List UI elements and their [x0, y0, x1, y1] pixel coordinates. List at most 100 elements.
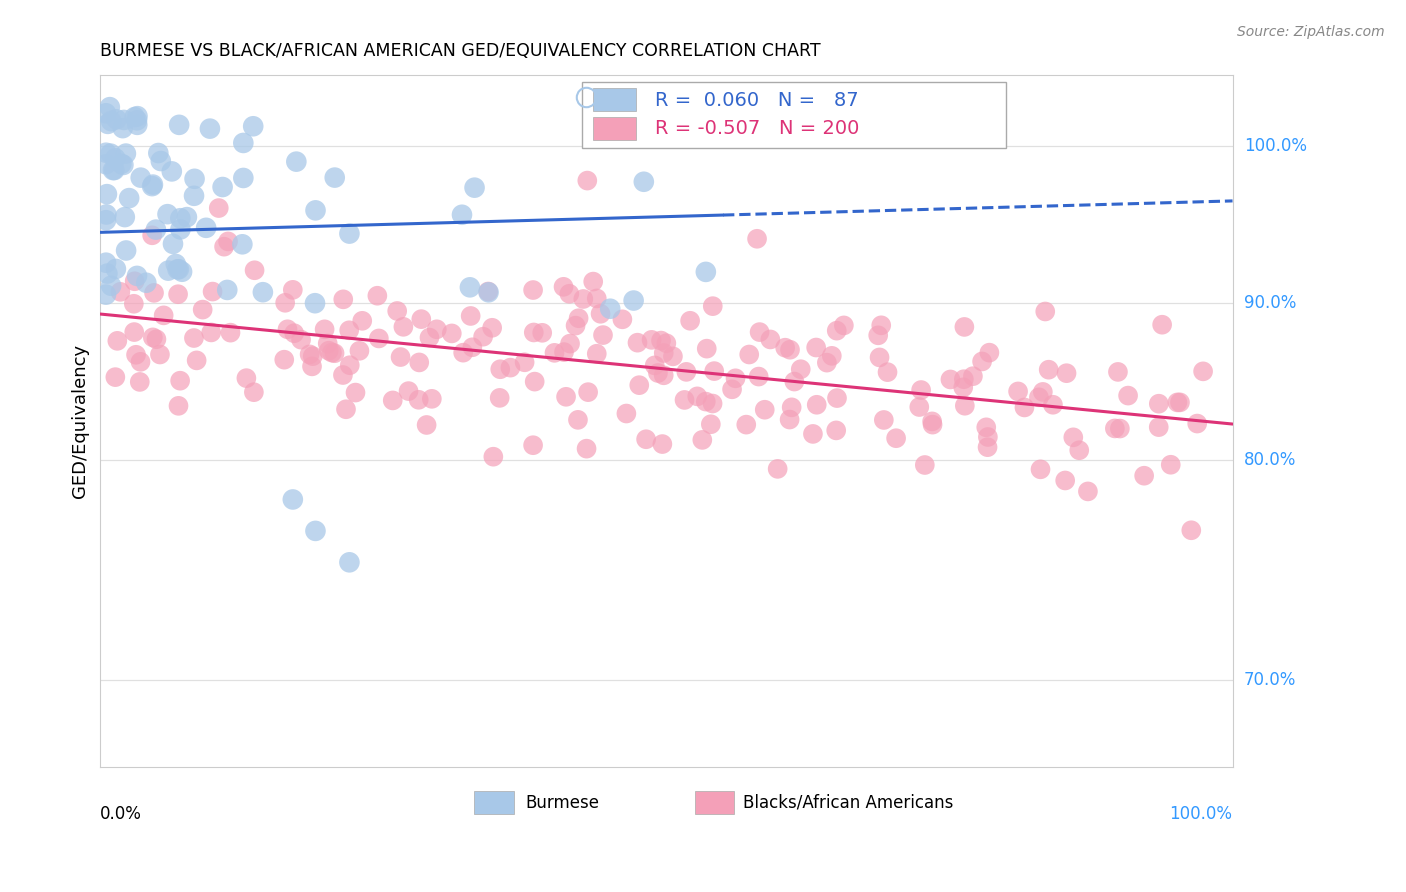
Point — [472, 329, 495, 343]
Point — [873, 413, 896, 427]
Point — [953, 399, 976, 413]
Point — [979, 345, 1001, 359]
Point — [977, 430, 1000, 444]
Point — [1185, 417, 1208, 431]
Y-axis label: GED/Equivalency: GED/Equivalency — [72, 343, 89, 498]
Point — [790, 362, 813, 376]
Point — [921, 417, 943, 432]
Point — [105, 334, 128, 348]
Point — [167, 399, 190, 413]
Point — [675, 365, 697, 379]
Point — [219, 326, 242, 340]
Point — [349, 343, 371, 358]
Point — [183, 189, 205, 203]
Point — [748, 369, 770, 384]
Point — [129, 170, 152, 185]
Point — [806, 398, 828, 412]
Point — [115, 244, 138, 258]
Point — [100, 114, 122, 128]
Point — [702, 396, 724, 410]
Point — [418, 330, 440, 344]
Point — [195, 220, 218, 235]
Point — [576, 173, 599, 187]
Point — [759, 333, 782, 347]
Point — [825, 324, 848, 338]
Point — [274, 295, 297, 310]
Point — [304, 296, 326, 310]
Point — [1069, 443, 1091, 458]
Point — [366, 289, 388, 303]
Point — [381, 393, 404, 408]
Point — [1032, 384, 1054, 399]
Point — [142, 330, 165, 344]
Point — [703, 364, 725, 378]
Point — [276, 322, 298, 336]
Point — [499, 360, 522, 375]
Point — [870, 318, 893, 333]
Point — [735, 417, 758, 432]
Point — [157, 263, 180, 277]
Point — [165, 257, 187, 271]
Point — [522, 283, 544, 297]
Point — [94, 213, 117, 227]
Point — [124, 274, 146, 288]
Point — [686, 389, 709, 403]
Point — [98, 100, 121, 114]
Point — [111, 121, 134, 136]
Text: BURMESE VS BLACK/AFRICAN AMERICAN GED/EQUIVALENCY CORRELATION CHART: BURMESE VS BLACK/AFRICAN AMERICAN GED/EQ… — [100, 42, 821, 60]
Point — [124, 110, 146, 124]
Point — [921, 414, 943, 428]
Point — [145, 332, 167, 346]
Point — [1147, 397, 1170, 411]
Point — [489, 362, 512, 376]
Point — [97, 117, 120, 131]
Point — [651, 437, 673, 451]
Point — [169, 222, 191, 236]
Point — [636, 432, 658, 446]
Point — [208, 201, 231, 215]
Point — [318, 343, 340, 358]
Point — [910, 383, 932, 397]
Point — [976, 440, 998, 454]
Point — [166, 262, 188, 277]
Point — [217, 283, 239, 297]
Point — [970, 354, 993, 368]
Point — [135, 276, 157, 290]
Point — [488, 391, 510, 405]
Point — [754, 402, 776, 417]
Point — [321, 345, 343, 359]
Point — [152, 309, 174, 323]
Point — [122, 325, 145, 339]
Point — [389, 350, 412, 364]
Point — [568, 311, 591, 326]
Point — [623, 293, 645, 308]
Point — [464, 180, 486, 194]
Point — [695, 265, 717, 279]
Point — [451, 208, 474, 222]
Point — [183, 171, 205, 186]
Point — [567, 413, 589, 427]
Point — [96, 187, 118, 202]
Point — [281, 283, 304, 297]
Point — [721, 382, 744, 396]
Point — [281, 492, 304, 507]
Point — [662, 350, 685, 364]
Bar — [474, 791, 513, 814]
Point — [198, 121, 221, 136]
Point — [344, 385, 367, 400]
Point — [640, 333, 662, 347]
Point — [832, 318, 855, 333]
Point — [252, 285, 274, 300]
Point — [1168, 395, 1191, 409]
Point — [162, 236, 184, 251]
Point — [243, 385, 266, 400]
Point — [460, 309, 482, 323]
Point — [482, 450, 505, 464]
Point — [783, 375, 806, 389]
Point — [232, 171, 254, 186]
Point — [592, 328, 614, 343]
Point — [408, 392, 430, 407]
Point — [451, 345, 474, 359]
Point — [553, 345, 575, 359]
Point — [908, 400, 931, 414]
